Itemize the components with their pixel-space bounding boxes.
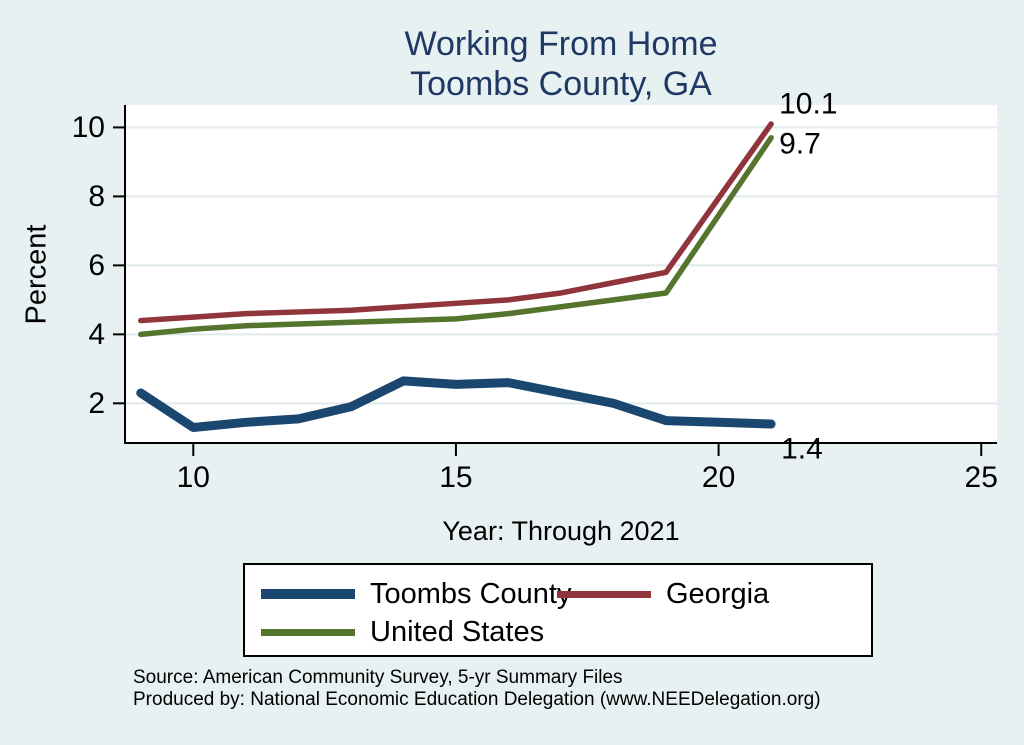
legend-swatch-georgia bbox=[557, 590, 651, 598]
chart-title: Working From Home bbox=[404, 25, 718, 63]
series-line-georgia bbox=[138, 121, 774, 324]
legend-label: Georgia bbox=[666, 577, 770, 610]
legend-label: United States bbox=[370, 615, 545, 648]
y-tick-label-2: 2 bbox=[88, 387, 105, 420]
chart-svg: 2 4 6 8 10 10 15 20 25 1.4 10.1 9.7 bbox=[72, 87, 998, 494]
end-label-toombs-county: 1.4 bbox=[781, 433, 823, 466]
plot-background bbox=[125, 105, 997, 443]
x-tick-label-15: 15 bbox=[439, 461, 472, 494]
chart-title-block: Working From Home Toombs County, GA bbox=[125, 24, 997, 104]
legend-item-toombs-county: Toombs County bbox=[261, 577, 572, 611]
legend-label: Toombs County bbox=[370, 577, 572, 610]
footer-source: Source: American Community Survey, 5-yr … bbox=[133, 667, 623, 688]
end-label-georgia: 10.1 bbox=[779, 87, 837, 120]
x-tick-label-25: 25 bbox=[965, 461, 998, 494]
footer-produced-by: Produced by: National Economic Education… bbox=[133, 689, 821, 710]
end-label-united-states: 9.7 bbox=[779, 127, 821, 160]
y-tick-label-6: 6 bbox=[88, 249, 105, 282]
series-line-toombs-county bbox=[136, 376, 776, 432]
x-tick-label-10: 10 bbox=[177, 461, 210, 494]
y-tick-label-10: 10 bbox=[72, 111, 105, 144]
x-tick-label-20: 20 bbox=[702, 461, 735, 494]
footer: Source: American Community Survey, 5-yr … bbox=[133, 667, 993, 711]
chart-subtitle: Toombs County, GA bbox=[410, 65, 712, 103]
legend-swatch-toombs-county bbox=[261, 589, 355, 599]
legend-item-georgia: Georgia bbox=[557, 577, 769, 611]
y-tick-label-8: 8 bbox=[88, 180, 105, 213]
series-line-united-states bbox=[138, 135, 774, 338]
legend-swatch-united-states bbox=[261, 628, 355, 636]
legend: Toombs County Georgia United States bbox=[243, 563, 873, 657]
x-axis-title: Year: Through 2021 bbox=[442, 516, 680, 546]
legend-item-united-states: United States bbox=[261, 615, 544, 649]
y-tick-label-4: 4 bbox=[88, 318, 105, 351]
